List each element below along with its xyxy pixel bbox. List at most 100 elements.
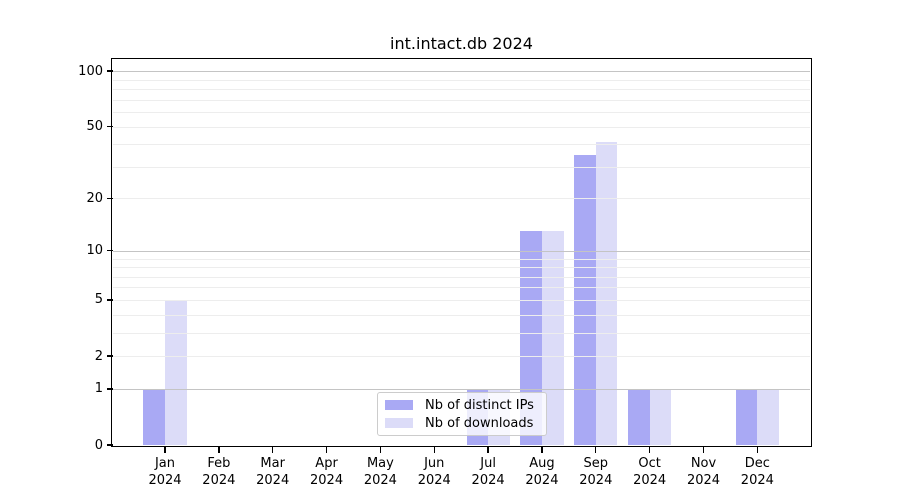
ytick-label-5: 5: [94, 292, 103, 308]
xtick-label-apr: Apr 2024: [287, 455, 367, 489]
ytick-mark-50: [107, 125, 113, 128]
xtick-mark-jul: [487, 446, 489, 453]
xtick-month: Dec: [744, 456, 770, 471]
gridline-y-10: [113, 250, 810, 252]
ytick-label-50: 50: [86, 119, 103, 135]
xtick-year: 2024: [363, 473, 397, 488]
xtick-month: May: [366, 456, 394, 471]
gridline-y-3: [113, 332, 810, 334]
xtick-mark-aug: [541, 446, 543, 453]
plot-border: [111, 58, 812, 447]
xtick-mark-mar: [272, 446, 274, 453]
xtick-month: Feb: [207, 456, 231, 471]
ytick-mark-5: [107, 299, 113, 301]
gridline-y-1: [113, 388, 810, 390]
xtick-mark-jun: [433, 446, 435, 453]
xtick-label-oct: Oct 2024: [610, 455, 690, 489]
bar-nb-of-distinct-ips-jan: [143, 388, 165, 445]
xtick-year: 2024: [202, 473, 236, 488]
xtick-label-jun: Jun 2024: [394, 455, 474, 489]
ytick-mark-10: [107, 250, 113, 252]
gridline-y-50: [113, 126, 810, 128]
xtick-year: 2024: [740, 473, 774, 488]
xtick-year: 2024: [256, 473, 290, 488]
gridline-y-70: [113, 99, 810, 101]
xtick-label-dec: Dec 2024: [717, 455, 797, 489]
bar-nb-of-downloads-jan: [165, 299, 187, 445]
bar-nb-of-distinct-ips-dec: [735, 388, 758, 445]
gridline-y-100: [113, 71, 810, 73]
gridline-y-40: [113, 144, 810, 146]
bar-nb-of-distinct-ips-aug: [520, 231, 542, 445]
gridline-y-20: [113, 198, 810, 200]
gridline-y-5: [113, 299, 810, 301]
xtick-label-sep: Sep 2024: [556, 455, 636, 489]
gridline-y-2: [113, 356, 810, 358]
xtick-mark-feb: [218, 446, 220, 453]
legend-entry-downloads: Nb of downloads: [385, 416, 539, 431]
xtick-mark-apr: [325, 446, 328, 453]
xtick-month: Aug: [529, 456, 555, 471]
ytick-label-2: 2: [94, 348, 103, 364]
xtick-label-jul: Jul 2024: [448, 455, 528, 489]
xtick-label-aug: Aug 2024: [502, 455, 582, 489]
xtick-mark-nov: [702, 446, 705, 453]
gridline-y-4: [113, 314, 810, 316]
xtick-label-jan: Jan 2024: [125, 455, 205, 489]
legend: Nb of distinct IPs Nb of downloads: [377, 392, 547, 436]
gridline-y-80: [113, 89, 810, 91]
legend-label-downloads: Nb of downloads: [425, 415, 534, 431]
xtick-year: 2024: [148, 473, 182, 488]
xtick-month: Jul: [480, 456, 496, 471]
xtick-label-may: May 2024: [340, 455, 420, 489]
bar-nb-of-downloads-oct: [649, 388, 672, 445]
xtick-mark-oct: [648, 446, 651, 453]
ytick-label-0: 0: [94, 437, 103, 453]
gridline-y-30: [113, 166, 810, 168]
xtick-mark-may: [379, 446, 382, 453]
xtick-year: 2024: [579, 473, 613, 488]
xtick-month: Oct: [638, 456, 661, 471]
ytick-mark-0: [107, 444, 113, 446]
bar-nb-of-downloads-aug: [541, 231, 564, 445]
ytick-label-100: 100: [78, 63, 103, 79]
legend-entry-distinct-ips: Nb of distinct IPs: [385, 398, 539, 413]
xtick-month: Apr: [315, 456, 338, 471]
xtick-month: Mar: [260, 456, 285, 471]
xtick-month: Jun: [424, 456, 445, 471]
legend-label-distinct-ips: Nb of distinct IPs: [425, 397, 534, 413]
gridline-y-8: [113, 267, 810, 269]
legend-swatch-downloads: [385, 418, 413, 428]
xtick-year: 2024: [686, 473, 721, 488]
xtick-month: Jan: [154, 456, 176, 471]
xtick-year: 2024: [525, 473, 559, 488]
ytick-mark-20: [107, 197, 113, 200]
bar-nb-of-downloads-dec: [757, 388, 779, 445]
xtick-label-feb: Feb 2024: [179, 455, 259, 489]
ytick-mark-100: [107, 70, 113, 72]
xtick-year: 2024: [417, 473, 451, 488]
ytick-label-20: 20: [86, 190, 103, 206]
ytick-mark-1: [107, 388, 113, 390]
xtick-month: Nov: [690, 456, 717, 471]
gridline-y-60: [113, 112, 810, 114]
gridline-y-7: [113, 276, 810, 278]
gridline-y-90: [113, 79, 810, 81]
xtick-year: 2024: [633, 473, 667, 488]
ytick-mark-2: [107, 355, 113, 357]
xtick-mark-jan: [164, 446, 166, 453]
xtick-year: 2024: [471, 473, 505, 488]
gridline-y-6: [113, 287, 810, 289]
gridline-y-9: [113, 258, 810, 260]
chart-title: int.intact.db 2024: [390, 34, 533, 53]
bar-nb-of-distinct-ips-oct: [628, 388, 650, 445]
xtick-mark-dec: [756, 446, 759, 453]
xtick-mark-sep: [595, 446, 597, 453]
bar-nb-of-downloads-sep: [595, 142, 618, 445]
xtick-label-mar: Mar 2024: [233, 455, 313, 489]
legend-swatch-distinct-ips: [385, 400, 413, 410]
xtick-label-nov: Nov 2024: [664, 455, 744, 489]
xtick-year: 2024: [310, 473, 344, 488]
ytick-label-10: 10: [86, 243, 103, 259]
